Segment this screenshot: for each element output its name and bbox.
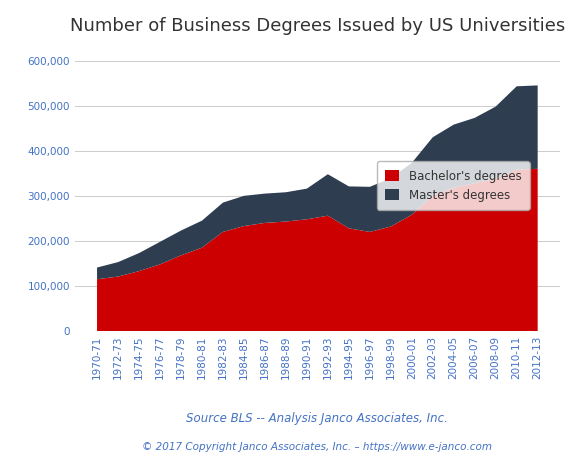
Text: © 2017 Copyright Janco Associates, Inc. – https://www.e-janco.com: © 2017 Copyright Janco Associates, Inc. … xyxy=(143,442,492,452)
Legend: Bachelor's degrees, Master's degrees: Bachelor's degrees, Master's degrees xyxy=(377,161,530,210)
Title: Number of Business Degrees Issued by US Universities: Number of Business Degrees Issued by US … xyxy=(70,18,565,35)
Text: Source BLS -- Analysis Janco Associates, Inc.: Source BLS -- Analysis Janco Associates,… xyxy=(186,412,448,425)
